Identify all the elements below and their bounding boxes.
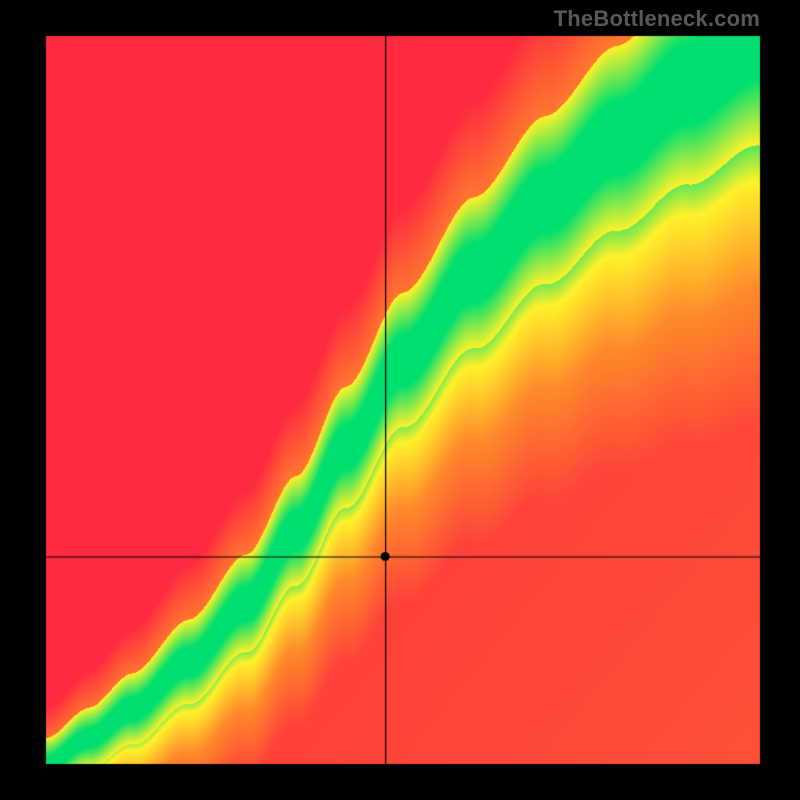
watermark-text: TheBottleneck.com (554, 6, 760, 32)
chart-container: TheBottleneck.com (0, 0, 800, 800)
bottleneck-heatmap (0, 0, 800, 800)
